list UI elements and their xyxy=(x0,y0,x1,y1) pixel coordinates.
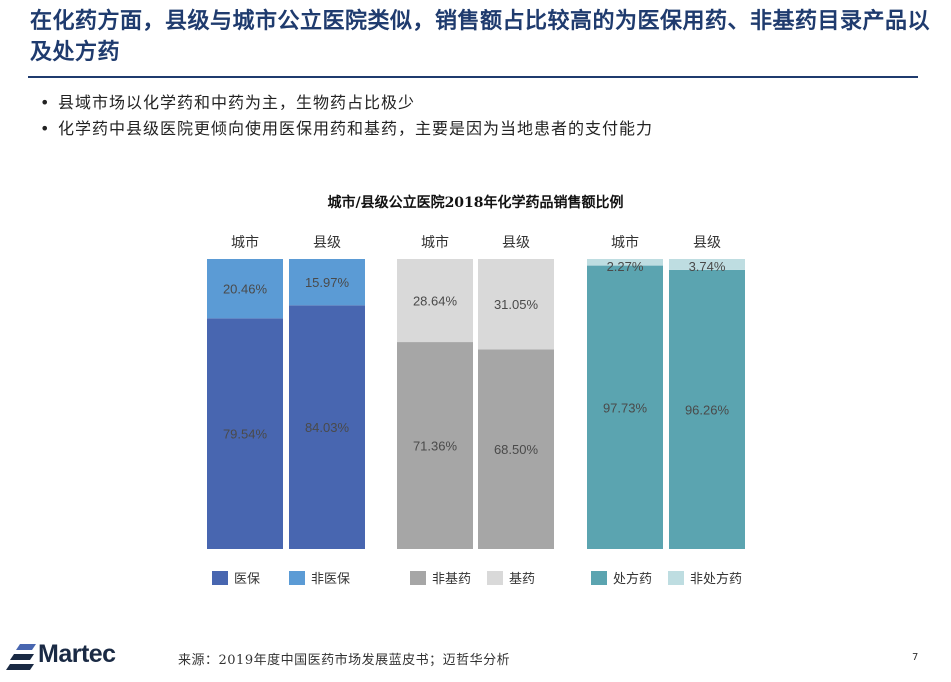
legend-label: 非医保 xyxy=(311,572,350,587)
bullet-item: • 化学药中县级医院更倾向使用医保用药和基药，主要是因为当地患者的支付能力 xyxy=(40,116,654,142)
bar-segment xyxy=(587,259,663,266)
bar-segment xyxy=(478,349,554,549)
legend-swatch xyxy=(212,571,228,585)
bar-segment xyxy=(478,259,554,350)
legend-label: 医保 xyxy=(234,572,260,587)
data-label: 96.26% xyxy=(685,402,730,417)
data-label: 84.03% xyxy=(305,420,350,435)
bar-segment xyxy=(397,259,473,343)
legend-label: 非处方药 xyxy=(690,571,742,587)
title-divider xyxy=(28,76,918,78)
category-label: 城市 xyxy=(421,234,449,251)
legend-swatch xyxy=(668,571,684,585)
bar-segment xyxy=(669,259,745,270)
data-label: 20.46% xyxy=(223,282,268,297)
data-label: 68.50% xyxy=(494,442,539,457)
category-label: 县级 xyxy=(502,235,530,251)
bullet-text: 化学药中县级医院更倾向使用医保用药和基药，主要是因为当地患者的支付能力 xyxy=(58,119,654,138)
category-label: 县级 xyxy=(693,235,721,251)
legend-swatch xyxy=(591,571,607,585)
bullet-dot: • xyxy=(40,119,51,138)
legend-label: 处方药 xyxy=(613,571,652,587)
legend-swatch xyxy=(410,571,426,585)
bullet-text: 县域市场以化学药和中药为主，生物药占比极少 xyxy=(58,93,416,112)
data-label: 31.05% xyxy=(494,297,539,312)
data-label: 3.74% xyxy=(689,259,726,274)
category-label: 县级 xyxy=(313,235,341,251)
category-label: 城市 xyxy=(611,234,639,251)
bullet-item: • 县域市场以化学药和中药为主，生物药占比极少 xyxy=(40,90,653,116)
category-label: 城市 xyxy=(231,234,259,251)
bullet-dot: • xyxy=(40,93,51,112)
bar-segment xyxy=(207,259,283,319)
legend-label: 基药 xyxy=(509,572,535,587)
legend-swatch xyxy=(487,571,503,585)
source-note: 来源：2019年度中国医药市场发展蓝皮书；迈哲华分析 xyxy=(178,653,511,668)
bar-segment xyxy=(289,259,365,306)
chart-title: 城市/县级公立医院2018年化学药品销售额比例 xyxy=(327,195,624,211)
bar-segment xyxy=(207,318,283,549)
data-label: 2.27% xyxy=(607,259,644,274)
legend-swatch xyxy=(289,571,305,585)
bullet-list: • 县域市场以化学药和中药为主，生物药占比极少 • 化学药中县级医院更倾向使用医保用… xyxy=(40,90,654,142)
slide-title: 在化药方面，县级与城市公立医院类似，销售额占比较高的为医保用药、非基药目录产品以… xyxy=(30,9,931,65)
martec-logo-icon xyxy=(6,644,36,670)
data-label: 71.36% xyxy=(413,439,458,454)
legend-label: 非基药 xyxy=(432,572,471,587)
data-label: 15.97% xyxy=(305,275,350,290)
bar-segment xyxy=(289,305,365,549)
data-label: 97.73% xyxy=(603,400,648,415)
bar-segment xyxy=(669,269,745,549)
page-number: 7 xyxy=(912,652,919,663)
martec-logo-text: Martec xyxy=(38,640,116,668)
data-label: 28.64% xyxy=(413,294,458,309)
data-label: 79.54% xyxy=(223,427,268,442)
bar-segment xyxy=(397,342,473,549)
bar-segment xyxy=(587,265,663,549)
